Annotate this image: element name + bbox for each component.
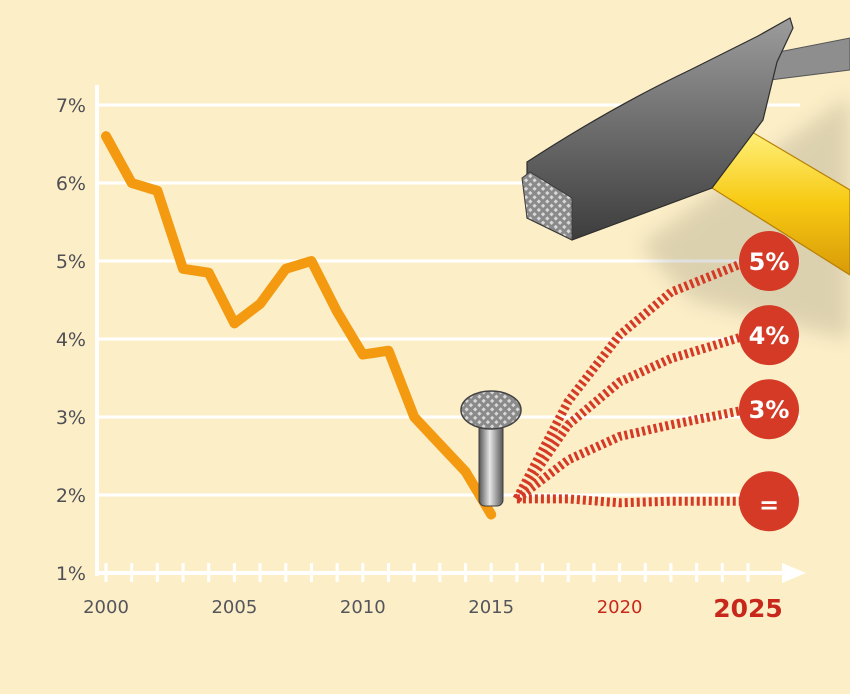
hammer-head	[526, 17, 794, 241]
y-tick-label: 4%	[56, 329, 86, 351]
y-tick-label: 7%	[56, 95, 86, 117]
hammer-icon	[521, 17, 850, 340]
x-tick-label: 2020	[597, 597, 643, 618]
projection-line	[512, 256, 750, 501]
x-tick-label: 2005	[211, 597, 257, 618]
projection-badge-label: 3%	[749, 396, 790, 424]
projection-line	[513, 330, 750, 502]
grid-layer	[97, 103, 800, 497]
x-tick-label: 2000	[83, 597, 129, 618]
projection-badge	[739, 305, 799, 366]
projection-badge-label: =	[759, 491, 779, 519]
x-tick-labels: 2000 2005 2010 2015 2020 2025	[83, 594, 783, 623]
projection-badge	[739, 231, 799, 291]
y-tick-label: 1%	[56, 563, 86, 585]
projection-line	[516, 494, 748, 508]
x-axis-arrow	[782, 563, 806, 583]
hammer-face	[521, 171, 573, 241]
y-tick-label: 5%	[56, 251, 86, 273]
badge-layer: 5% 4% 3% =	[739, 231, 799, 532]
y-tick-label: 2%	[56, 485, 86, 507]
y-tick-labels: 1% 2% 3% 4% 5% 6% 7%	[56, 95, 86, 585]
hammer-shadow	[640, 95, 850, 340]
y-tick-label: 3%	[56, 407, 86, 429]
projection-badge	[739, 471, 799, 532]
projection-line	[514, 404, 749, 503]
y-tick-label: 6%	[56, 173, 86, 195]
projection-layer	[512, 256, 750, 508]
historical-layer	[101, 131, 497, 520]
nail-head	[460, 390, 522, 430]
projection-badge-label: 5%	[749, 248, 790, 276]
projection-badge	[739, 379, 799, 440]
x-tick-label: 2025	[713, 594, 783, 623]
projection-badge-label: 4%	[749, 322, 790, 350]
axes-layer	[95, 85, 806, 583]
x-tick-label: 2015	[468, 597, 514, 618]
nail-icon	[460, 390, 522, 507]
historical-inflation-line	[101, 131, 497, 520]
x-tick-label: 2010	[340, 597, 386, 618]
